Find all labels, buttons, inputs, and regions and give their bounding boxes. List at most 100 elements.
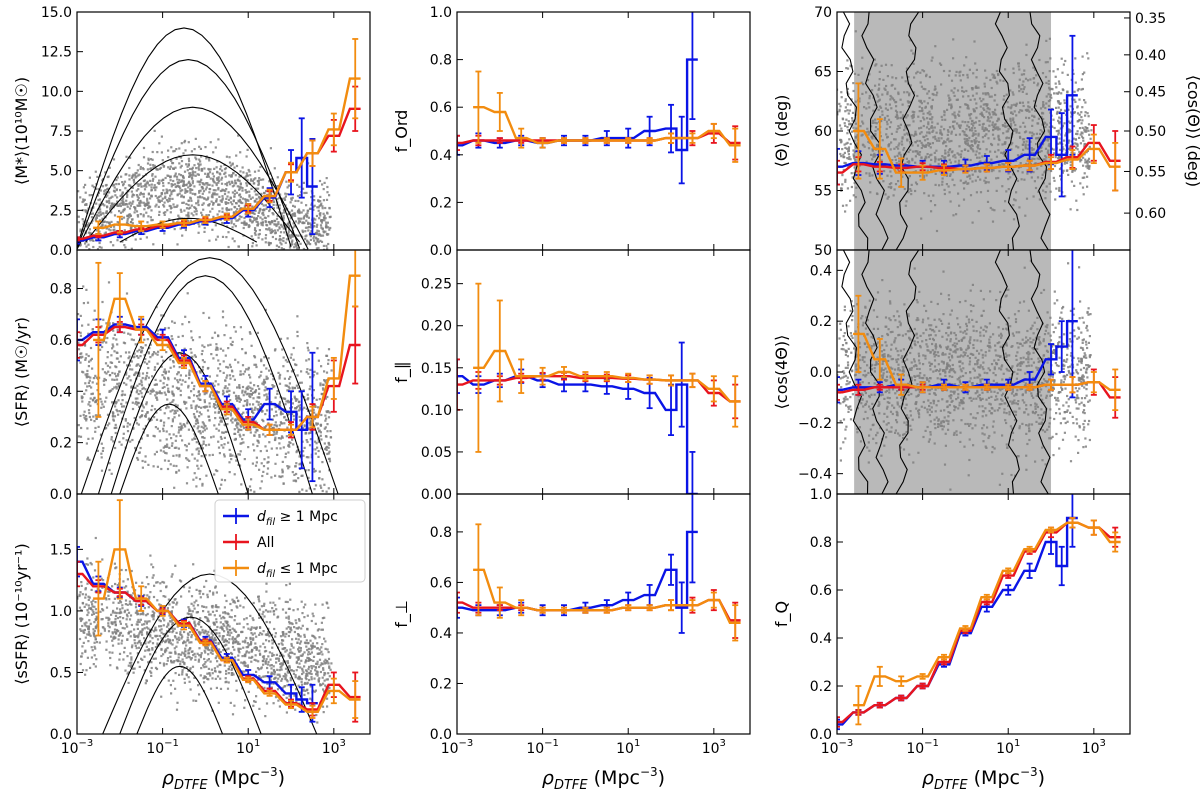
scatter-point — [247, 392, 250, 395]
scatter-point — [322, 269, 324, 271]
scatter-point — [176, 243, 179, 246]
scatter-point — [189, 196, 192, 199]
scatter-point — [134, 397, 137, 400]
scatter-point — [141, 376, 144, 380]
scatter-point — [143, 354, 146, 357]
scatter-point — [245, 198, 248, 201]
scatter-point — [1077, 88, 1080, 91]
scatter-point — [128, 178, 131, 181]
scatter-point — [77, 190, 80, 193]
scatter-point — [265, 189, 268, 193]
scatter-point — [276, 185, 279, 188]
scatter-point — [239, 326, 242, 329]
scatter-point — [295, 363, 298, 367]
scatter-point — [242, 226, 245, 230]
scatter-point — [320, 202, 323, 205]
scatter-point — [282, 248, 285, 250]
scatter-point — [162, 446, 165, 449]
scatter-point — [162, 165, 166, 168]
scatter-point — [319, 431, 322, 434]
scatter-point — [177, 335, 180, 338]
scatter-point — [845, 147, 848, 150]
scatter-point — [249, 174, 252, 177]
scatter-point — [122, 197, 125, 200]
scatter-point — [187, 386, 190, 389]
scatter-point — [316, 206, 319, 209]
scatter-point — [851, 111, 855, 114]
scatter-point — [225, 324, 228, 327]
scatter-point — [146, 197, 149, 200]
scatter-point — [239, 170, 242, 173]
scatter-point — [133, 174, 136, 177]
scatter-point — [218, 203, 221, 206]
scatter-point — [287, 230, 290, 233]
scatter-point — [216, 213, 219, 216]
scatter-point — [316, 223, 319, 226]
scatter-cloud-mstar — [77, 129, 332, 271]
scatter-point — [101, 185, 104, 188]
scatter-point — [320, 226, 323, 229]
scatter-point — [193, 385, 196, 388]
scatter-point — [284, 195, 287, 198]
scatter-point — [314, 484, 318, 487]
scatter-point — [227, 441, 230, 444]
scatter-point — [192, 174, 195, 177]
scatter-point — [245, 190, 248, 194]
scatter-point — [286, 193, 289, 196]
scatter-point — [166, 404, 169, 407]
scatter-point — [138, 221, 141, 224]
scatter-point — [852, 155, 856, 158]
scatter-point — [291, 239, 294, 242]
scatter-point — [205, 405, 208, 408]
scatter-point — [152, 166, 155, 169]
scatter-point — [281, 475, 284, 478]
scatter-point — [1076, 120, 1079, 123]
scatter-point — [90, 221, 93, 224]
scatter-point — [1053, 126, 1056, 130]
scatter-point — [274, 436, 277, 439]
scatter-point — [188, 459, 191, 462]
scatter-point — [158, 179, 161, 182]
scatter-point — [846, 157, 849, 160]
scatter-point — [223, 386, 226, 390]
scatter-point — [1086, 164, 1089, 167]
scatter-point — [209, 141, 212, 144]
scatter-point — [312, 408, 315, 411]
scatter-point — [282, 227, 285, 230]
scatter-point — [129, 333, 132, 336]
scatter-point — [291, 226, 295, 229]
scatter-point — [79, 334, 82, 337]
scatter-point — [197, 231, 200, 234]
y-tick-label: 0.8 — [430, 53, 452, 69]
scatter-point — [201, 187, 204, 190]
scatter-point — [1063, 99, 1066, 102]
scatter-point — [317, 440, 320, 443]
scatter-point — [190, 199, 193, 202]
scatter-point — [294, 220, 297, 223]
scatter-point — [198, 225, 201, 228]
scatter-point — [276, 176, 279, 179]
scatter-point — [142, 386, 145, 389]
scatter-point — [288, 382, 291, 385]
scatter-point — [314, 218, 317, 221]
scatter-point — [174, 172, 177, 175]
scatter-point — [136, 403, 139, 406]
scatter-point — [265, 367, 268, 370]
scatter-point — [302, 209, 305, 212]
scatter-point — [193, 210, 196, 213]
scatter-point — [236, 179, 239, 182]
scatter-point — [197, 430, 200, 433]
scatter-point — [309, 238, 312, 241]
scatter-point — [106, 221, 109, 224]
scatter-point — [191, 168, 194, 171]
scatter-point — [219, 420, 222, 423]
scatter-point — [178, 366, 181, 369]
scatter-point — [198, 183, 201, 186]
scatter-point — [320, 234, 323, 237]
scatter-point — [155, 418, 159, 421]
scatter-point — [847, 112, 850, 115]
scatter-point — [229, 183, 232, 186]
scatter-point — [147, 193, 150, 196]
scatter-point — [256, 193, 259, 196]
scatter-point — [248, 373, 251, 377]
